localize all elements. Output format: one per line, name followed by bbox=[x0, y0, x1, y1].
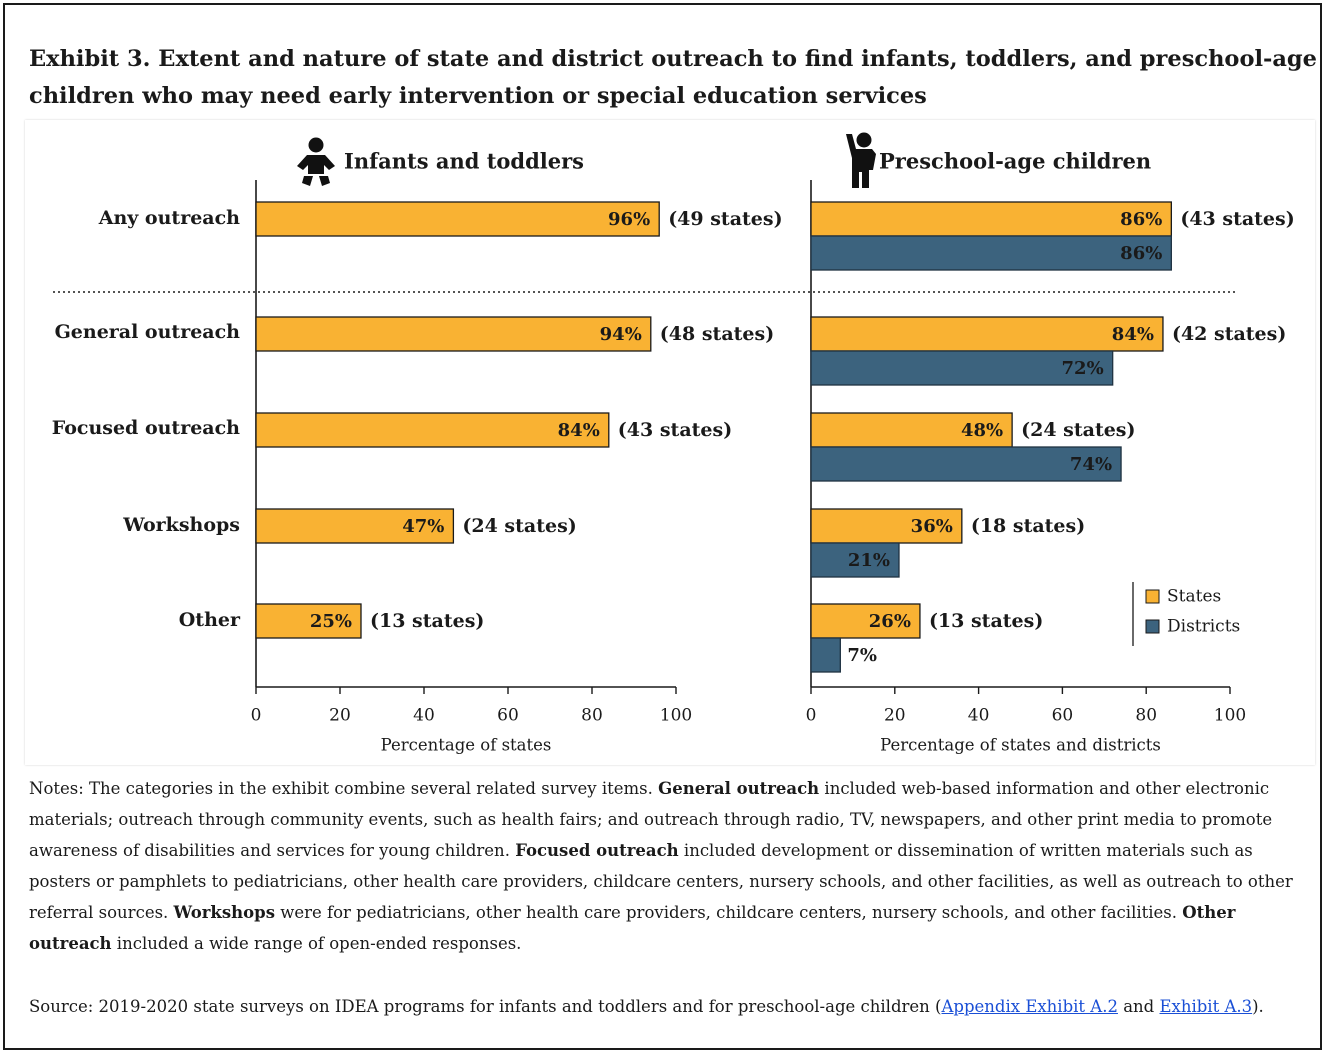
infants-states-value-label-focused-outreach: 84% bbox=[558, 420, 600, 441]
chart-panel: Any outreach General outreach Focused outr… bbox=[25, 120, 1315, 765]
baby-icon bbox=[297, 137, 335, 186]
preschool-x-tick-label-80: 80 bbox=[1135, 706, 1157, 726]
infants-states-value-label-workshops: 47% bbox=[402, 516, 444, 537]
infants-states-count-label-other: (13 states) bbox=[370, 610, 484, 632]
legend-label-states: States bbox=[1167, 587, 1221, 607]
preschool-x-tick-label-60: 60 bbox=[1052, 706, 1074, 726]
preschool-states-count-label-any-outreach: (43 states) bbox=[1180, 208, 1294, 230]
infants-states-value-label-any-outreach: 96% bbox=[608, 209, 650, 230]
legend-label-districts: Districts bbox=[1167, 617, 1240, 637]
preschool-states-count-label-other: (13 states) bbox=[929, 610, 1043, 632]
preschool-x-tick-label-40: 40 bbox=[968, 706, 990, 726]
infants-states-bar-other bbox=[255, 603, 362, 639]
exhibit-frame: Exhibit 3. Extent and nature of state an… bbox=[3, 3, 1322, 1050]
exhibit-title: Exhibit 3. Extent and nature of state an… bbox=[29, 46, 1317, 109]
preschool-districts-bar-general-outreach bbox=[810, 350, 1114, 386]
infants-panel-title: Infants and toddlers bbox=[344, 149, 584, 174]
notes-general-text: included web-based information and other… bbox=[29, 779, 1273, 860]
infants-x-tick-label-60: 60 bbox=[497, 706, 519, 726]
source-suffix: ). bbox=[1252, 997, 1264, 1016]
preschool-states-value-label-other: 26% bbox=[869, 611, 911, 632]
notes-prefix: Notes: The categories in the exhibit com… bbox=[29, 779, 659, 798]
preschool-districts-value-label-focused-outreach: 74% bbox=[1070, 454, 1112, 475]
infants-x-tick-label-80: 80 bbox=[581, 706, 603, 726]
notes-other-label: Other outreach bbox=[29, 903, 1236, 953]
infants-states-bar-focused-outreach bbox=[255, 412, 610, 448]
chart-canvas: Any outreach General outreach Focused outr… bbox=[52, 132, 1295, 755]
infants-x-tick-label-0: 0 bbox=[251, 706, 262, 726]
notes-other-text: included a wide range of open-ended resp… bbox=[111, 934, 522, 953]
preschool-states-bar-workshops bbox=[810, 508, 963, 544]
preschool-states-bar-any-outreach bbox=[810, 201, 1172, 237]
exhibit-a3-link[interactable]: Exhibit A.3 bbox=[1159, 997, 1253, 1016]
legend-swatch-districts bbox=[1145, 619, 1160, 634]
preschool-x-axis-title: Percentage of states and districts bbox=[880, 736, 1161, 755]
preschool-districts-bar-any-outreach bbox=[810, 235, 1172, 271]
preschool-x-tick-label-0: 0 bbox=[806, 706, 817, 726]
notes-paragraph: Notes: The categories in the exhibit com… bbox=[29, 773, 1319, 959]
notes-general-label: General outreach bbox=[658, 779, 820, 798]
preschool-districts-value-label-any-outreach: 86% bbox=[1120, 243, 1162, 264]
preschool-x-tick-label-20: 20 bbox=[884, 706, 906, 726]
source-prefix: Source: 2019-2020 state surveys on IDEA … bbox=[29, 997, 942, 1016]
infants-states-value-label-general-outreach: 94% bbox=[600, 324, 642, 345]
category-label-general-outreach: General outreach bbox=[55, 321, 241, 343]
child-icon bbox=[846, 132, 876, 188]
preschool-states-value-label-workshops: 36% bbox=[911, 516, 953, 537]
category-label-workshops: Workshops bbox=[122, 514, 240, 536]
infants-x-axis-title: Percentage of states bbox=[381, 736, 552, 755]
preschool-panel-title: Preschool-age children bbox=[879, 149, 1151, 174]
preschool-states-count-label-general-outreach: (42 states) bbox=[1172, 323, 1286, 345]
infants-states-count-label-any-outreach: (49 states) bbox=[668, 208, 782, 230]
infants-states-count-label-workshops: (24 states) bbox=[462, 515, 576, 537]
preschool-states-value-label-any-outreach: 86% bbox=[1120, 209, 1162, 230]
preschool-districts-bar-workshops bbox=[810, 542, 900, 578]
preschool-districts-bar-other bbox=[810, 637, 841, 673]
notes-workshops-label: Workshops bbox=[173, 903, 275, 922]
preschool-districts-bar-focused-outreach bbox=[810, 446, 1122, 482]
infants-states-value-label-other: 25% bbox=[310, 611, 352, 632]
preschool-districts-value-label-other: 7% bbox=[847, 645, 877, 666]
infants-states-bar-workshops bbox=[255, 508, 455, 544]
infants-x-tick-label-100: 100 bbox=[660, 706, 692, 726]
notes-focused-label: Focused outreach bbox=[515, 841, 679, 860]
category-label-any-outreach: Any outreach bbox=[98, 207, 240, 229]
preschool-states-value-label-focused-outreach: 48% bbox=[961, 420, 1003, 441]
preschool-states-bar-general-outreach bbox=[810, 316, 1164, 352]
preschool-states-count-label-workshops: (18 states) bbox=[971, 515, 1085, 537]
infants-x-tick-label-40: 40 bbox=[413, 706, 435, 726]
preschool-states-count-label-focused-outreach: (24 states) bbox=[1021, 419, 1135, 441]
notes-focused-text: included development or dissemination of… bbox=[29, 841, 1293, 922]
preschool-states-value-label-general-outreach: 84% bbox=[1112, 324, 1154, 345]
category-label-focused-outreach: Focused outreach bbox=[52, 417, 240, 439]
preschool-states-bar-focused-outreach bbox=[810, 412, 1013, 448]
preschool-x-tick-label-100: 100 bbox=[1214, 706, 1246, 726]
source-paragraph: Source: 2019-2020 state surveys on IDEA … bbox=[29, 991, 1319, 1022]
preschool-districts-value-label-workshops: 21% bbox=[848, 550, 890, 571]
preschool-districts-value-label-general-outreach: 72% bbox=[1062, 358, 1104, 379]
preschool-states-bar-other bbox=[810, 603, 921, 639]
source-middle: and bbox=[1117, 997, 1160, 1016]
legend-swatch-states bbox=[1145, 589, 1160, 604]
category-label-other: Other bbox=[179, 609, 241, 631]
infants-x-tick-label-20: 20 bbox=[329, 706, 351, 726]
appendix-exhibit-a2-link[interactable]: Appendix Exhibit A.2 bbox=[941, 997, 1118, 1016]
infants-states-bar-general-outreach bbox=[255, 316, 652, 352]
notes-workshops-text: were for pediatricians, other health car… bbox=[274, 903, 1183, 922]
infants-states-count-label-focused-outreach: (43 states) bbox=[618, 419, 732, 441]
infants-states-bar-any-outreach bbox=[255, 201, 660, 237]
infants-states-count-label-general-outreach: (48 states) bbox=[660, 323, 774, 345]
